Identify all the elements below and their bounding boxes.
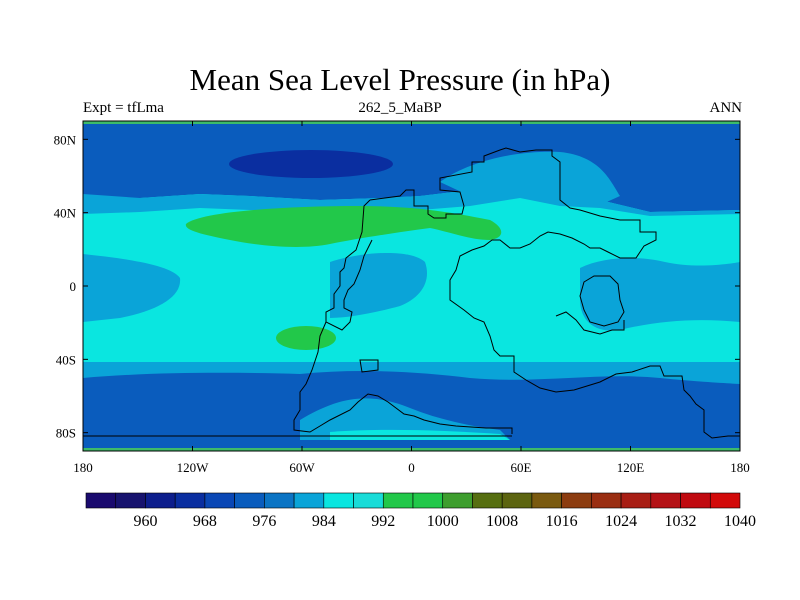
colorbar-swatch [561, 492, 592, 509]
colorbar-swatch [234, 492, 265, 509]
colorbar-label: 992 [371, 513, 395, 530]
colorbar-swatch [591, 492, 622, 509]
contour-high-1008-north [185, 206, 502, 247]
colorbar-swatch [323, 492, 354, 509]
contour-eq-992-right [580, 258, 740, 331]
colorbar-label: 1040 [724, 513, 756, 530]
colorbar-label: 1032 [665, 513, 697, 530]
contour-eq-992-left [83, 254, 181, 322]
contour-arctic-low-976 [229, 150, 393, 178]
colorbar-label: 968 [193, 513, 217, 530]
colorbar-swatch [650, 492, 681, 509]
colorbar-swatch [531, 492, 562, 509]
contour-arctic-992 [440, 151, 620, 205]
contour-northern-992 [83, 182, 740, 216]
continent-outline-island-east [579, 275, 625, 327]
colorbar-swatch [204, 492, 235, 509]
y-tick-label: 40N [54, 206, 77, 221]
colorbar-swatch [442, 492, 473, 509]
period-label: 262_5_MaBP [358, 100, 442, 116]
continent-outline-southeast [555, 311, 625, 335]
contour-fill [83, 121, 740, 451]
colorbar-label: 976 [252, 513, 276, 530]
season-label: ANN [709, 100, 743, 116]
colorbar-swatch [472, 492, 503, 509]
colorbar-swatch [174, 492, 206, 509]
colorbar-swatch [501, 492, 533, 509]
colorbar-label: 1008 [486, 513, 518, 530]
colorbar-swatch [293, 492, 325, 509]
x-tick-label: 180 [730, 460, 750, 475]
colorbar-swatch [145, 492, 176, 509]
y-tick-label: 80S [56, 426, 76, 441]
plot-title: Mean Sea Level Pressure (in hPa) [189, 62, 611, 97]
colorbar-swatch [680, 492, 711, 509]
continent-outlines [83, 147, 740, 439]
contour-polar-strip-1000 [330, 429, 510, 440]
colorbar-swatch [382, 492, 414, 509]
contour-high-1008-south [276, 326, 336, 350]
colorbar-swatch [115, 492, 146, 509]
y-tick-label: 80N [54, 132, 77, 147]
continent-outline-pangea [369, 147, 740, 439]
colorbar: 960 968 976 984 992 1000 1008 1016 1024 1032 1040 [85, 492, 756, 530]
colorbar-swatch [353, 492, 384, 509]
x-tick-label: 60W [289, 460, 315, 475]
colorbar-swatch [412, 492, 444, 509]
x-tick-label: 120W [177, 460, 210, 475]
contour-antarctic-992 [300, 398, 510, 440]
colorbar-swatch [85, 492, 117, 509]
x-tick-label: 60E [511, 460, 532, 475]
colorbar-swatch [264, 492, 295, 509]
x-axis: 180 120W 60W 0 60E 120E 180 [73, 121, 750, 475]
colorbar-label: 1016 [546, 513, 578, 530]
colorbar-swatch [709, 492, 741, 509]
y-tick-label: 0 [70, 279, 77, 294]
contour-eq-992-center [330, 252, 428, 318]
continent-outline-south [293, 321, 513, 434]
colorbar-label: 1000 [427, 513, 459, 530]
continent-outline-island-small [359, 359, 379, 373]
colorbar-label: 984 [312, 513, 336, 530]
colorbar-swatch [620, 492, 652, 509]
y-axis: 80N 40N 0 40S 80S [54, 132, 740, 441]
x-tick-label: 120E [617, 460, 645, 475]
y-tick-label: 40S [56, 352, 76, 367]
colorbar-label: 1024 [605, 513, 637, 530]
x-tick-label: 0 [408, 460, 415, 475]
colorbar-label: 960 [133, 513, 157, 530]
experiment-label: Expt = tfLma [83, 100, 164, 116]
x-tick-label: 180 [73, 460, 93, 475]
